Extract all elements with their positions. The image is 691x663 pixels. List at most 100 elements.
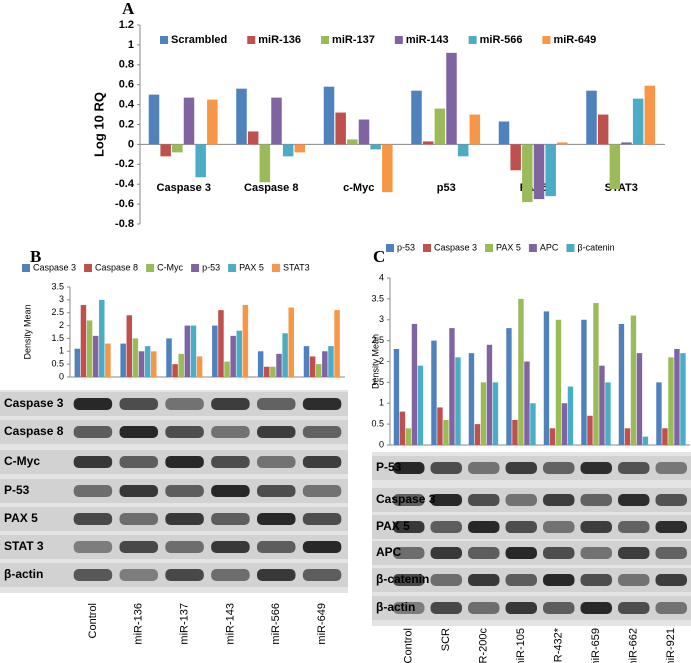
- bar: [524, 361, 530, 445]
- blot-band: [505, 494, 537, 506]
- bar: [322, 351, 328, 377]
- blot-band: [119, 485, 158, 497]
- bar: [393, 348, 400, 445]
- y-tick-label: 0: [59, 371, 64, 381]
- y-tick-label: 1.2: [119, 19, 134, 31]
- blot-band: [393, 521, 425, 533]
- blot-band: [430, 547, 462, 559]
- blot-band: [468, 462, 500, 474]
- blot-band: [73, 513, 113, 525]
- legend-label: miR-136: [258, 34, 301, 46]
- blot-band: [543, 602, 575, 614]
- blot-band: [393, 602, 425, 614]
- blot-band: [430, 574, 462, 586]
- blot-label: C-Myc: [4, 454, 40, 468]
- bar: [382, 144, 393, 193]
- bar: [236, 88, 247, 145]
- y-tick-label: 0.2: [119, 118, 134, 130]
- legend-swatch: [160, 36, 168, 44]
- blot-band: [302, 426, 342, 438]
- x-tick-label: Control: [87, 603, 99, 638]
- blot-band: [257, 541, 296, 553]
- blot-band: [119, 513, 158, 525]
- blot-band: [468, 547, 500, 559]
- legend-label: Scrambled: [171, 34, 227, 46]
- blot-band: [73, 569, 113, 581]
- x-tick-label: miR-200c: [478, 628, 490, 663]
- x-tick-label: miR-921: [665, 628, 677, 663]
- bar: [148, 94, 160, 145]
- x-tick-label: SCR: [440, 628, 452, 651]
- bar: [150, 351, 157, 377]
- legend-label: miR-566: [480, 34, 523, 46]
- panel-label: C: [373, 247, 385, 266]
- y-axis-label: Log 10 RQ: [91, 92, 106, 157]
- y-axis-label: Density Mean: [22, 304, 32, 359]
- bar: [259, 144, 271, 183]
- blot-band: [580, 462, 612, 474]
- bar: [212, 325, 218, 377]
- bar: [323, 86, 335, 145]
- bar: [518, 298, 524, 445]
- bar: [674, 348, 680, 445]
- bar: [555, 319, 562, 445]
- blot-band: [211, 485, 250, 497]
- bar: [480, 382, 487, 445]
- blot-band: [505, 547, 537, 559]
- legend-label: miR-649: [553, 34, 596, 46]
- x-tick-label: miR-143: [224, 603, 236, 645]
- bar: [644, 85, 656, 145]
- bar: [160, 144, 171, 157]
- bar: [557, 142, 568, 145]
- blot-band: [393, 547, 425, 559]
- blot-band: [211, 398, 250, 410]
- blot-band: [618, 462, 650, 474]
- blot-band: [580, 602, 612, 614]
- panel-label: A: [122, 0, 135, 18]
- blot-band: [73, 456, 113, 468]
- blot-band: [655, 602, 687, 614]
- bar: [618, 323, 625, 445]
- bar: [196, 356, 203, 377]
- blot-label: β-catenin: [376, 572, 429, 586]
- bar: [656, 382, 662, 445]
- y-tick-label: 2.5: [371, 335, 384, 345]
- bar: [247, 131, 259, 145]
- blot-band: [618, 494, 650, 506]
- bar: [80, 305, 87, 377]
- bar: [120, 343, 126, 377]
- bar: [347, 139, 358, 145]
- legend-label: miR-137: [332, 34, 375, 46]
- bar: [506, 328, 512, 445]
- blot-band: [165, 513, 204, 525]
- blot-band: [505, 602, 537, 614]
- blot-band: [618, 547, 650, 559]
- blot-band: [580, 547, 612, 559]
- bar: [236, 330, 243, 377]
- bar: [449, 328, 455, 445]
- bar: [668, 357, 674, 445]
- y-tick-label: 4: [379, 272, 384, 282]
- blot-band: [580, 574, 612, 586]
- bar: [294, 144, 306, 153]
- bar: [86, 320, 93, 377]
- legend-label: p-53: [202, 262, 220, 272]
- y-tick-label: 0: [379, 439, 384, 449]
- bar: [422, 141, 434, 145]
- blot-band: [393, 574, 425, 586]
- bar: [230, 335, 236, 377]
- bar: [642, 436, 649, 445]
- blot-band: [165, 485, 204, 497]
- bar: [457, 144, 469, 157]
- legend-swatch: [542, 36, 551, 44]
- legend-label: C-Myc: [157, 262, 183, 272]
- bar: [630, 315, 637, 445]
- blot-label: β-actin: [376, 600, 415, 614]
- bar: [282, 333, 288, 377]
- y-tick-label: 0.6: [119, 79, 134, 91]
- legend-label: PAX 5: [239, 262, 264, 272]
- y-tick-label: 1.5: [51, 333, 64, 343]
- bar: [609, 144, 621, 190]
- x-tick-label: miR-105: [515, 628, 527, 663]
- blot-band: [430, 521, 462, 533]
